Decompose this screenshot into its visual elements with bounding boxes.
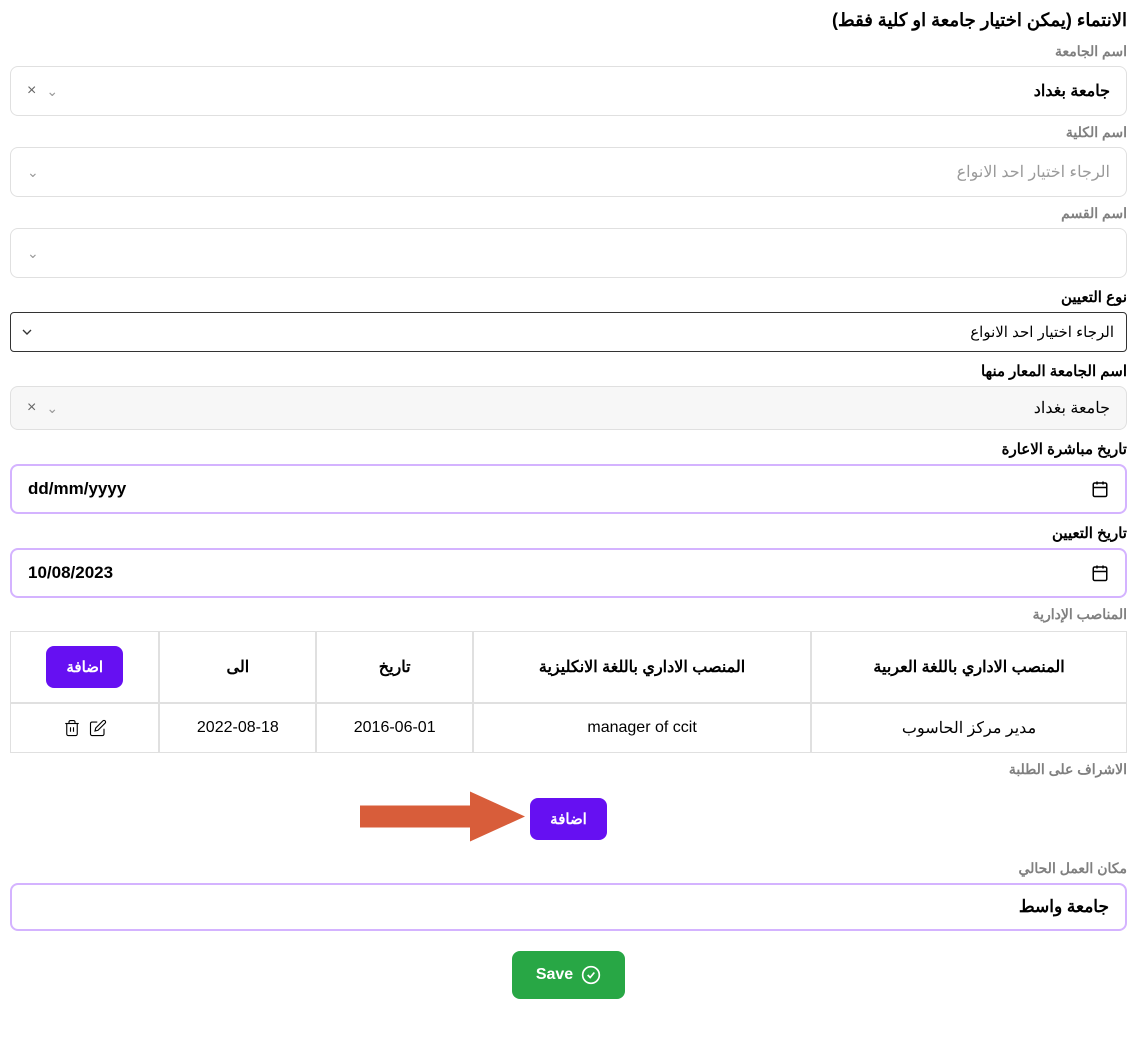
- chevron-down-icon: ⌄: [27, 164, 39, 181]
- table-row: مدير مركز الحاسوب manager of ccit 2016-0…: [10, 703, 1127, 753]
- department-label: اسم القسم: [10, 205, 1127, 222]
- lending-date-value: dd/mm/yyyy: [28, 479, 126, 499]
- appointment-date-label: تاريخ التعيين: [10, 524, 1127, 542]
- workplace-input[interactable]: جامعة واسط: [10, 883, 1127, 931]
- college-select[interactable]: الرجاء اختيار احد الانواع ⌄: [10, 147, 1127, 197]
- cell-date-from: 2016-06-01: [316, 703, 473, 753]
- workplace-label: مكان العمل الحالي: [10, 860, 1127, 877]
- chevron-down-icon: ⌄: [46, 400, 58, 417]
- appointment-type-label: نوع التعيين: [10, 288, 1127, 306]
- cell-actions: [10, 703, 159, 753]
- chevron-down-icon: ⌄: [27, 245, 39, 262]
- lending-date-label: تاريخ مباشرة الاعارة: [10, 440, 1127, 458]
- th-date-from: تاريخ: [316, 631, 473, 703]
- college-placeholder: الرجاء اختيار احد الانواع: [957, 162, 1110, 182]
- lending-university-label: اسم الجامعة المعار منها: [10, 362, 1127, 380]
- th-actions: اضافة: [10, 631, 159, 703]
- department-select[interactable]: ⌄: [10, 228, 1127, 278]
- college-label: اسم الكلية: [10, 124, 1127, 141]
- university-select[interactable]: جامعة بغداد × ⌄: [10, 66, 1127, 116]
- add-position-button[interactable]: اضافة: [46, 646, 123, 688]
- clear-icon[interactable]: ×: [27, 82, 36, 100]
- university-value: جامعة بغداد: [1034, 81, 1110, 101]
- lending-date-input[interactable]: dd/mm/yyyy: [10, 464, 1127, 514]
- calendar-icon: [1091, 564, 1109, 582]
- chevron-down-icon: ⌄: [46, 83, 58, 100]
- appointment-date-input[interactable]: 10/08/2023: [10, 548, 1127, 598]
- lending-university-select[interactable]: جامعة بغداد × ⌄: [10, 386, 1127, 430]
- edit-icon[interactable]: [89, 719, 107, 737]
- cell-position-en: manager of ccit: [473, 703, 811, 753]
- workplace-value: جامعة واسط: [1019, 897, 1109, 917]
- arrow-annotation: [350, 782, 530, 857]
- delete-icon[interactable]: [63, 719, 81, 737]
- clear-icon[interactable]: ×: [27, 399, 36, 417]
- admin-positions-table: المنصب الاداري باللغة العربية المنصب الا…: [10, 631, 1127, 753]
- save-button[interactable]: Save: [512, 951, 625, 999]
- add-supervision-button[interactable]: اضافة: [530, 798, 607, 840]
- calendar-icon: [1091, 480, 1109, 498]
- admin-positions-label: المناصب الإدارية: [10, 606, 1127, 623]
- appointment-date-value: 10/08/2023: [28, 563, 113, 583]
- th-date-to: الى: [159, 631, 316, 703]
- cell-position-ar: مدير مركز الحاسوب: [811, 703, 1127, 753]
- university-label: اسم الجامعة: [10, 43, 1127, 60]
- appointment-type-select[interactable]: الرجاء اختيار احد الانواع: [10, 312, 1127, 352]
- supervision-label: الاشراف على الطلبة: [10, 761, 1127, 778]
- cell-date-to: 2022-08-18: [159, 703, 316, 753]
- check-circle-icon: [581, 965, 601, 985]
- lending-university-value: جامعة بغداد: [1034, 398, 1110, 418]
- th-position-ar: المنصب الاداري باللغة العربية: [811, 631, 1127, 703]
- section-title: الانتماء (يمكن اختيار جامعة او كلية فقط): [10, 10, 1127, 31]
- th-position-en: المنصب الاداري باللغة الانكليزية: [473, 631, 811, 703]
- table-header-row: المنصب الاداري باللغة العربية المنصب الا…: [10, 631, 1127, 703]
